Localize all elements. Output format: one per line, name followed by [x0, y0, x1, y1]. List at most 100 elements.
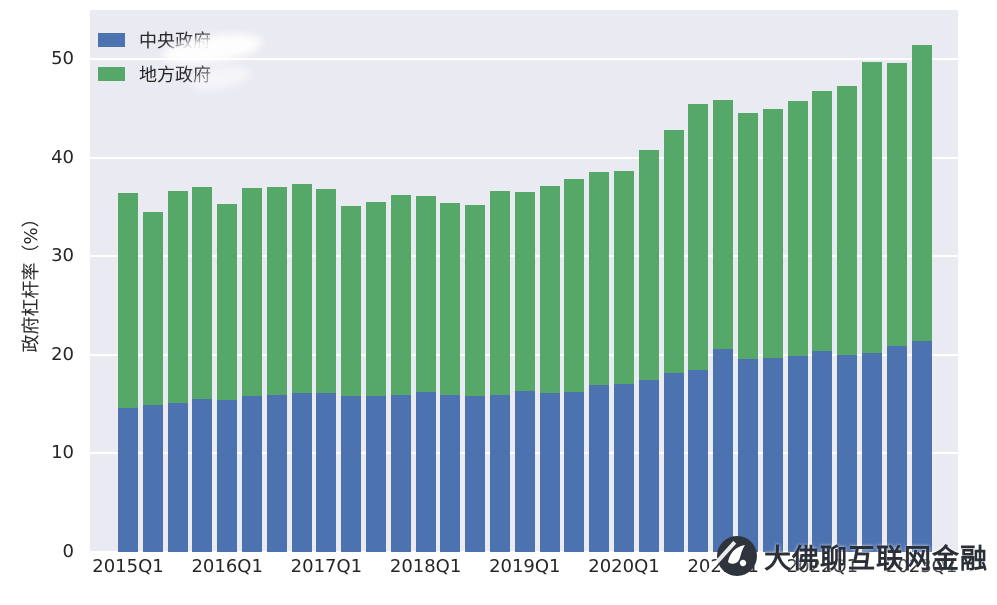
- x-tick-label-2015Q1: 2015Q1: [92, 556, 164, 577]
- y-tick-label-10: 10: [51, 442, 74, 464]
- bar-2016Q4: [291, 184, 312, 552]
- segment-central-2021Q2: [738, 358, 758, 552]
- segment-central-2017Q1: [316, 393, 337, 552]
- segment-local-2018Q4: [490, 191, 510, 396]
- segment-local-2021Q2: [738, 112, 758, 359]
- bar-2022Q1: [812, 90, 833, 552]
- plot-area: 中央政府 地方政府: [90, 10, 958, 553]
- segment-central-2016Q4: [291, 393, 312, 552]
- x-axis-ticks: 2015Q12016Q12017Q12018Q12019Q12020Q12021…: [90, 556, 958, 590]
- segment-local-2018Q2: [440, 203, 461, 396]
- bar-2015Q1: [118, 193, 138, 552]
- bar-2020Q1: [614, 170, 634, 552]
- bar-2015Q2: [142, 212, 163, 552]
- y-tick-label-30: 30: [51, 245, 74, 267]
- segment-local-2017Q4: [390, 195, 411, 396]
- segment-local-2015Q4: [192, 187, 213, 400]
- segment-local-2017Q2: [341, 206, 362, 397]
- segment-local-2015Q3: [167, 191, 188, 404]
- segment-local-2015Q2: [142, 212, 163, 406]
- segment-local-2022Q2: [837, 85, 858, 355]
- segment-central-2022Q4: [886, 346, 907, 552]
- bar-2018Q3: [465, 205, 486, 552]
- segment-central-2018Q1: [415, 392, 436, 552]
- segment-central-2015Q2: [142, 405, 163, 552]
- bar-2019Q1: [514, 192, 535, 552]
- segment-local-2016Q4: [291, 184, 312, 394]
- x-tick-label-2017Q1: 2017Q1: [290, 556, 363, 577]
- bar-2017Q2: [341, 206, 362, 552]
- y-tick-label-0: 0: [62, 541, 74, 562]
- bar-2020Q3: [663, 130, 684, 552]
- segment-local-2016Q1: [217, 204, 238, 401]
- segment-local-2022Q3: [862, 62, 882, 353]
- bar-2021Q3: [762, 108, 783, 552]
- segment-local-2016Q2: [242, 188, 262, 397]
- bar-2018Q4: [490, 191, 510, 552]
- x-tick-label-2023Q1: 2023Q1: [885, 556, 958, 577]
- segment-local-2018Q1: [415, 196, 436, 393]
- segment-central-2022Q2: [837, 354, 858, 552]
- segment-local-2015Q1: [118, 193, 138, 409]
- segment-central-2015Q1: [118, 408, 138, 552]
- bar-2020Q4: [688, 103, 709, 552]
- y-tick-label-40: 40: [51, 146, 74, 168]
- gridline-40: [90, 156, 958, 159]
- legend-swatch-local: [98, 67, 125, 81]
- segment-local-2023Q1: [911, 44, 932, 342]
- segment-local-2017Q3: [366, 202, 386, 397]
- bar-2022Q3: [862, 62, 882, 552]
- segment-central-2017Q2: [341, 396, 362, 552]
- segment-central-2019Q1: [514, 391, 535, 552]
- watermark: 大佛聊互联网金融: [716, 535, 988, 577]
- segment-central-2020Q3: [663, 372, 684, 552]
- watermark-text: 大佛聊互联网金融: [764, 543, 988, 575]
- segment-local-2021Q4: [787, 100, 808, 356]
- segment-central-2021Q3: [762, 357, 783, 552]
- bar-2021Q1: [713, 99, 734, 552]
- bar-2018Q1: [415, 196, 436, 552]
- segment-local-2021Q3: [762, 108, 783, 358]
- y-tick-label-50: 50: [51, 48, 74, 70]
- bar-2019Q2: [539, 186, 560, 552]
- segment-local-2021Q1: [713, 99, 734, 349]
- segment-local-2019Q1: [514, 192, 535, 392]
- segment-central-2018Q2: [440, 395, 461, 552]
- bar-2017Q3: [366, 202, 386, 552]
- x-tick-label-2019Q1: 2019Q1: [489, 556, 561, 577]
- segment-central-2019Q3: [564, 392, 585, 552]
- segment-central-2017Q4: [390, 395, 411, 552]
- y-axis-ticks: 0 10 20 30 40 50: [0, 0, 82, 605]
- x-tick-label-2020Q1: 2020Q1: [588, 556, 660, 577]
- segment-central-2020Q1: [614, 384, 634, 552]
- segment-central-2015Q4: [192, 399, 213, 552]
- segment-central-2019Q2: [539, 393, 560, 552]
- bar-2015Q3: [167, 191, 188, 552]
- x-tick-label-2016Q1: 2016Q1: [191, 556, 263, 577]
- segment-central-2018Q4: [490, 395, 510, 552]
- segment-local-2020Q3: [663, 130, 684, 373]
- segment-central-2018Q3: [465, 396, 486, 552]
- segment-central-2022Q3: [862, 352, 882, 552]
- bar-2021Q4: [787, 100, 808, 552]
- segment-central-2016Q1: [217, 400, 238, 552]
- bar-2022Q2: [837, 85, 858, 552]
- segment-central-2021Q1: [713, 349, 734, 552]
- bar-2019Q3: [564, 178, 585, 552]
- bar-2022Q4: [886, 63, 907, 552]
- segment-local-2022Q1: [812, 90, 833, 351]
- segment-central-2020Q2: [638, 379, 659, 552]
- segment-central-2016Q2: [242, 396, 262, 552]
- bar-2018Q2: [440, 203, 461, 552]
- segment-local-2017Q1: [316, 189, 337, 394]
- bar-2016Q3: [266, 187, 287, 552]
- segment-central-2020Q4: [688, 369, 709, 552]
- bar-2019Q4: [589, 171, 610, 552]
- segment-central-2016Q3: [266, 395, 287, 552]
- segment-central-2015Q3: [167, 403, 188, 552]
- segment-central-2019Q4: [589, 385, 610, 552]
- x-tick-label-2022Q1: 2022Q1: [786, 556, 859, 577]
- gridline-50: [90, 58, 958, 61]
- bar-2021Q2: [738, 112, 758, 552]
